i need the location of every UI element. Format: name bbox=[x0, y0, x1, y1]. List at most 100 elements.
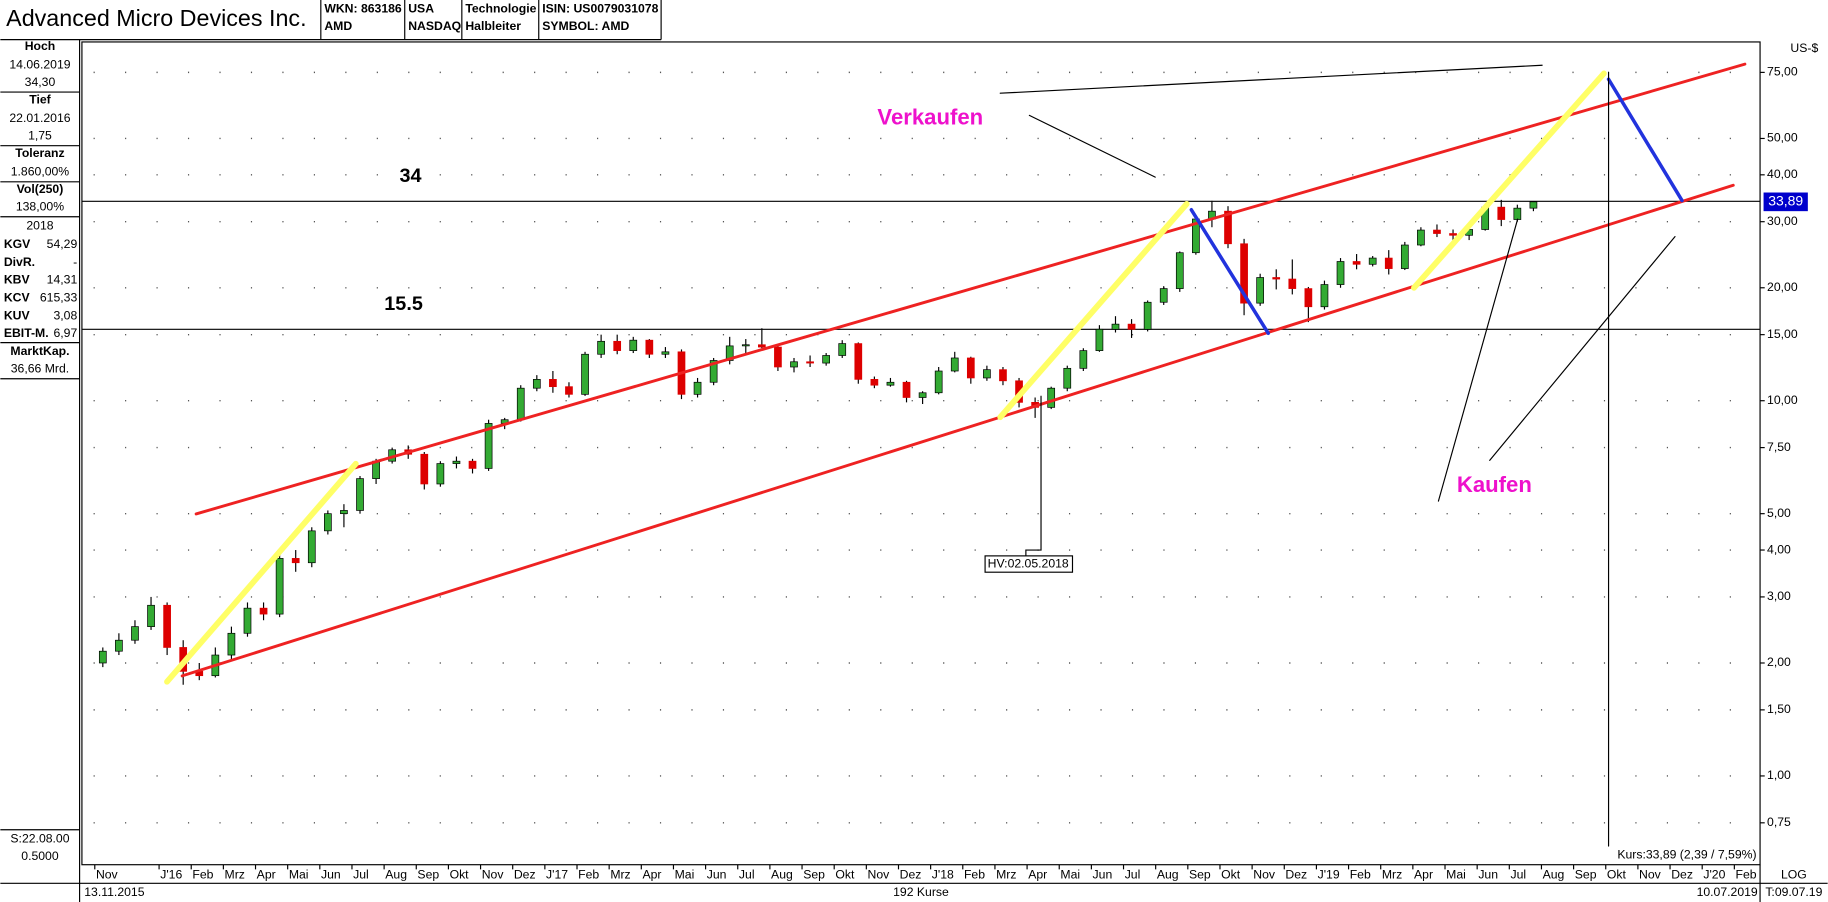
x-tick-label: Sep bbox=[417, 867, 439, 881]
title: Advanced Micro Devices Inc. bbox=[6, 5, 306, 31]
candle-body bbox=[806, 361, 814, 364]
x-tick-label: Apr bbox=[642, 867, 661, 881]
x-tick-label: Jul bbox=[1510, 867, 1526, 881]
x-tick-label: Aug bbox=[1157, 867, 1179, 881]
header-field: ISIN: US0079031078 bbox=[542, 2, 658, 16]
x-tick-label: Mai bbox=[289, 867, 309, 881]
candle-body bbox=[966, 357, 975, 379]
candle-body bbox=[420, 453, 429, 485]
start-date: 13.11.2015 bbox=[84, 885, 144, 899]
candle-body bbox=[1079, 350, 1088, 369]
x-tick-label: Mrz bbox=[996, 867, 1016, 881]
x-tick-label: Dez bbox=[514, 867, 536, 881]
ratio-value: 615,33 bbox=[40, 290, 78, 304]
hv-label: HV:02.05.2018 bbox=[988, 556, 1069, 570]
x-tick-label: Mai bbox=[675, 867, 695, 881]
candle-body bbox=[452, 460, 461, 464]
y-tick-label: 20,00 bbox=[1767, 280, 1798, 294]
stat-label: Tief bbox=[29, 92, 51, 106]
price-note: Kurs:33,89 (2,39 / 7,59%) bbox=[1617, 848, 1756, 862]
x-tick-label: Feb bbox=[1350, 867, 1371, 881]
x-tick-label: Apr bbox=[257, 867, 276, 881]
buy-label: Kaufen bbox=[1457, 472, 1532, 497]
candle-body bbox=[613, 340, 622, 351]
candle-body bbox=[516, 387, 525, 421]
candle-body bbox=[758, 344, 766, 348]
pointer-line bbox=[999, 64, 1543, 94]
candle-body bbox=[581, 353, 589, 395]
level-label: 34 bbox=[400, 165, 422, 187]
x-tick-label: Nov bbox=[1639, 867, 1662, 881]
x-tick-label: Mrz bbox=[225, 867, 245, 881]
candle-body bbox=[774, 346, 782, 368]
stat-date: 14.06.2019 bbox=[9, 57, 70, 71]
x-tick-label: Jul bbox=[1125, 867, 1141, 881]
x-tick-label: Dez bbox=[1285, 867, 1307, 881]
candle-body bbox=[1111, 323, 1120, 330]
candle-body bbox=[115, 639, 123, 652]
year: 2018 bbox=[26, 218, 53, 232]
x-tick-label: Apr bbox=[1028, 867, 1047, 881]
x-tick-label: Aug bbox=[1543, 867, 1565, 881]
x-tick-label: J'17 bbox=[546, 867, 568, 881]
candle-body bbox=[983, 369, 991, 379]
candle-body bbox=[259, 607, 268, 615]
level-label: 15.5 bbox=[384, 293, 423, 315]
x-tick-label: Mai bbox=[1060, 867, 1080, 881]
drawings bbox=[164, 62, 1747, 847]
x-tick-label: J'19 bbox=[1318, 867, 1340, 881]
y-tick-label: 0,75 bbox=[1767, 815, 1791, 829]
candle-body bbox=[1320, 284, 1329, 308]
ratio-label: DivR. bbox=[4, 255, 35, 269]
y-tick-label: 15,00 bbox=[1767, 327, 1798, 341]
count-label: 192 Kurse bbox=[893, 885, 949, 899]
candle-body bbox=[227, 632, 236, 656]
x-tick-label: Sep bbox=[803, 867, 825, 881]
candle-body bbox=[1095, 328, 1104, 351]
candle-body bbox=[645, 339, 654, 355]
candle-body bbox=[1497, 206, 1506, 220]
trend-yellow bbox=[1411, 70, 1607, 291]
pointer-line bbox=[1028, 114, 1156, 178]
candle-body bbox=[1224, 210, 1232, 245]
candle-body bbox=[1240, 243, 1248, 304]
x-tick-label: Nov bbox=[96, 867, 119, 881]
candle-body bbox=[1352, 261, 1361, 265]
candle-body bbox=[307, 530, 316, 564]
x-tick-label: J'18 bbox=[932, 867, 954, 881]
candle-body bbox=[918, 392, 927, 398]
trend-yellow bbox=[997, 201, 1190, 421]
candle-body bbox=[870, 379, 879, 386]
end-date: 10.07.2019 bbox=[1697, 885, 1758, 899]
header-field: Technologie bbox=[465, 2, 536, 16]
pointer-line bbox=[1437, 218, 1519, 502]
candle-body bbox=[291, 558, 300, 564]
split: S:22.08.00 bbox=[10, 831, 69, 845]
candle-body bbox=[1336, 261, 1345, 285]
candle-body bbox=[356, 478, 364, 511]
ratio-label: KUV bbox=[4, 308, 31, 322]
x-tick-label: Aug bbox=[385, 867, 407, 881]
candle-body bbox=[1256, 277, 1265, 304]
hv-callout bbox=[1025, 395, 1042, 557]
channel-upper bbox=[194, 62, 1747, 516]
candle-body bbox=[709, 360, 718, 383]
stat-value: 1.860,00% bbox=[11, 165, 70, 179]
x-tick-label: Mrz bbox=[610, 867, 630, 881]
candle-body bbox=[243, 607, 252, 634]
x-tick-label: Jun bbox=[1093, 867, 1113, 881]
candle-body bbox=[565, 386, 573, 395]
stat-label: Hoch bbox=[25, 39, 56, 53]
candle-body bbox=[532, 379, 541, 389]
y-tick-label: 75,00 bbox=[1767, 65, 1798, 79]
header-field: AMD bbox=[324, 19, 352, 33]
x-tick-label: Feb bbox=[578, 867, 599, 881]
candle-body bbox=[741, 344, 750, 347]
trend-blue bbox=[1189, 208, 1271, 336]
candle-body bbox=[629, 339, 638, 351]
y-tick-label: 30,00 bbox=[1767, 214, 1798, 228]
pointer-line bbox=[1489, 235, 1676, 461]
x-tick-label: Jun bbox=[707, 867, 727, 881]
